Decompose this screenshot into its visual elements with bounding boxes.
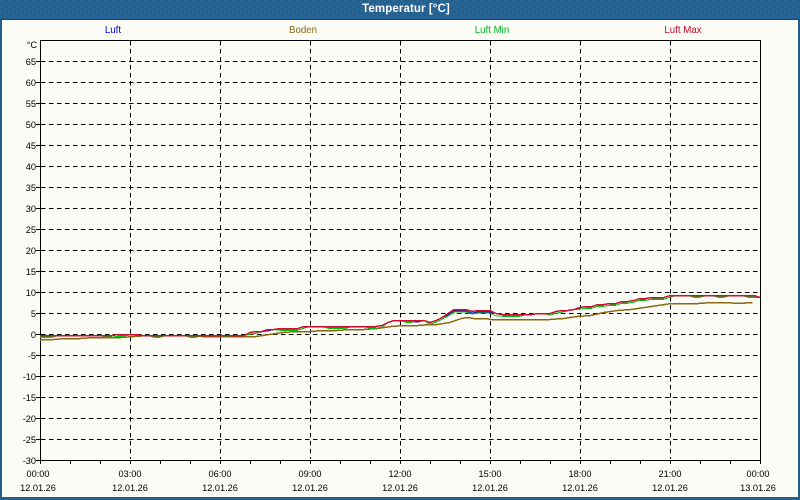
svg-text:10: 10 — [26, 288, 36, 298]
svg-text:55: 55 — [26, 99, 36, 109]
svg-text:12.01.26: 12.01.26 — [652, 483, 688, 493]
svg-text:12.01.26: 12.01.26 — [202, 483, 238, 493]
svg-text:12.01.26: 12.01.26 — [472, 483, 508, 493]
svg-text:12.01.26: 12.01.26 — [20, 483, 56, 493]
svg-text:-30: -30 — [23, 456, 36, 466]
svg-text:-20: -20 — [23, 414, 36, 424]
svg-text:12.01.26: 12.01.26 — [112, 483, 148, 493]
svg-text:12:00: 12:00 — [389, 469, 412, 479]
svg-text:30: 30 — [26, 204, 36, 214]
svg-text:06:00: 06:00 — [209, 469, 232, 479]
svg-text:00:00: 00:00 — [27, 469, 50, 479]
svg-text:25: 25 — [26, 225, 36, 235]
svg-text:13.01.26: 13.01.26 — [740, 483, 776, 493]
svg-text:15:00: 15:00 — [479, 469, 502, 479]
svg-text:60: 60 — [26, 78, 36, 88]
svg-text:20: 20 — [26, 246, 36, 256]
svg-text:-25: -25 — [23, 435, 36, 445]
svg-text:40: 40 — [26, 162, 36, 172]
svg-text:0: 0 — [31, 330, 36, 340]
svg-text:45: 45 — [26, 141, 36, 151]
svg-text:03:00: 03:00 — [119, 469, 142, 479]
svg-text:°C: °C — [27, 40, 38, 50]
svg-text:12.01.26: 12.01.26 — [292, 483, 328, 493]
svg-text:35: 35 — [26, 183, 36, 193]
svg-text:5: 5 — [31, 309, 36, 319]
svg-text:18:00: 18:00 — [569, 469, 592, 479]
svg-text:12.01.26: 12.01.26 — [382, 483, 418, 493]
svg-text:65: 65 — [26, 57, 36, 67]
svg-text:-10: -10 — [23, 372, 36, 382]
svg-text:15: 15 — [26, 267, 36, 277]
svg-text:-5: -5 — [28, 351, 36, 361]
svg-text:12.01.26: 12.01.26 — [562, 483, 598, 493]
svg-text:50: 50 — [26, 120, 36, 130]
svg-text:09:00: 09:00 — [299, 469, 322, 479]
svg-text:00:00: 00:00 — [747, 469, 770, 479]
svg-text:21:00: 21:00 — [659, 469, 682, 479]
svg-text:-15: -15 — [23, 393, 36, 403]
